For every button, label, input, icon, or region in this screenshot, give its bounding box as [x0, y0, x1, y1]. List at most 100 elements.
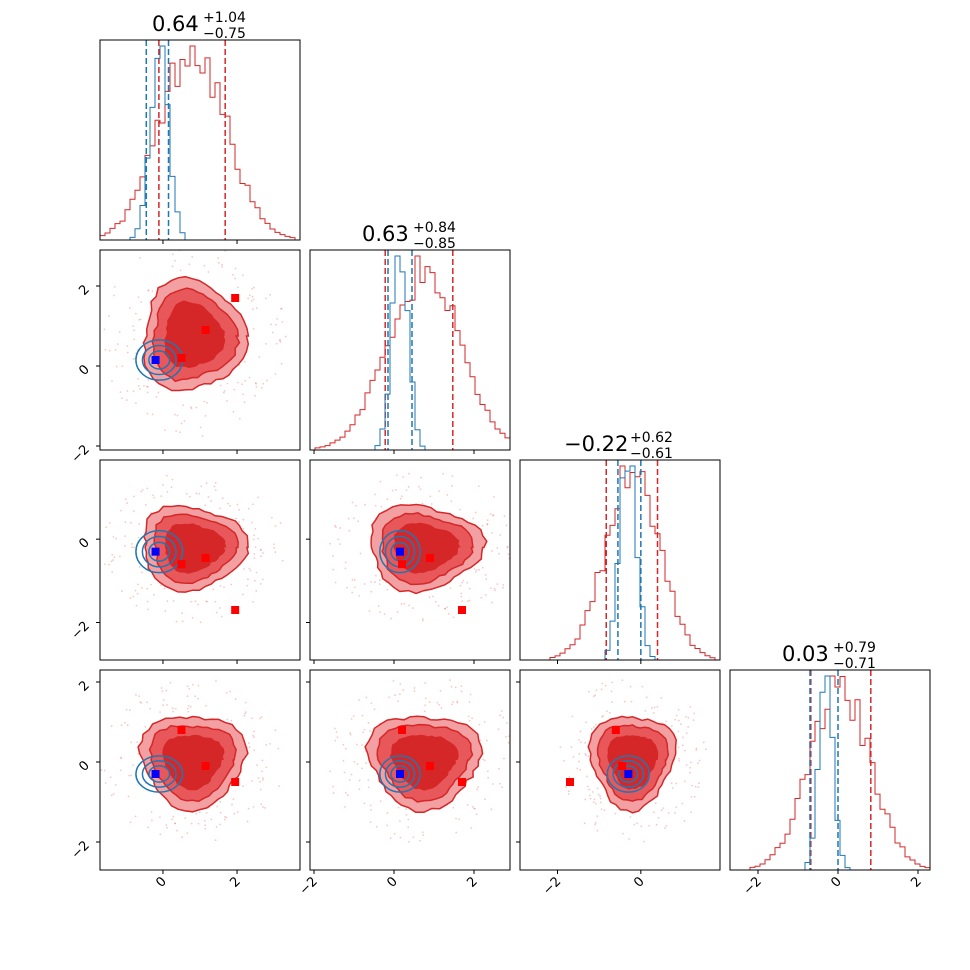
- sample-point: [223, 389, 226, 392]
- sample-point: [662, 807, 665, 810]
- sample-point: [160, 495, 163, 498]
- sample-point: [578, 738, 580, 741]
- sample-point: [461, 581, 464, 584]
- sample-point: [120, 397, 123, 400]
- sample-point: [216, 805, 219, 808]
- sample-point: [144, 503, 147, 506]
- sample-point: [337, 538, 340, 541]
- sample-point: [399, 497, 402, 500]
- sample-point: [207, 496, 210, 498]
- sample-point: [348, 778, 351, 781]
- x-tick-label: 0: [828, 874, 844, 890]
- sample-point: [205, 811, 208, 814]
- sample-point: [476, 788, 479, 791]
- sample-point: [397, 700, 400, 703]
- sample-point: [186, 685, 189, 688]
- title-plus-1: +1.04: [203, 10, 246, 26]
- sample-point: [389, 837, 392, 840]
- sample-point: [689, 706, 692, 708]
- sample-point: [242, 518, 245, 521]
- sample-point: [491, 514, 494, 517]
- sample-point: [424, 704, 426, 707]
- sample-point: [421, 618, 424, 620]
- sample-point: [439, 689, 442, 692]
- sample-point: [333, 727, 336, 730]
- sample-point: [165, 474, 168, 477]
- sample-point: [123, 545, 126, 547]
- sample-point: [244, 701, 247, 704]
- sample-point: [468, 599, 471, 602]
- sample-point: [248, 376, 251, 379]
- sample-point: [261, 770, 263, 773]
- sample-point: [460, 595, 463, 598]
- sample-point: [174, 707, 177, 710]
- sample-point: [284, 335, 287, 338]
- sample-point: [600, 688, 603, 691]
- sample-point: [259, 788, 262, 791]
- sample-point: [455, 831, 458, 834]
- sample-point: [143, 384, 145, 387]
- sample-point: [121, 590, 123, 593]
- sample-point: [126, 502, 129, 504]
- sample-point: [588, 794, 591, 797]
- sample-point: [483, 759, 486, 762]
- sample-point: [347, 794, 349, 796]
- sample-point: [579, 769, 582, 771]
- sample-point: [392, 680, 395, 682]
- sample-point: [473, 807, 476, 810]
- sample-point: [630, 700, 633, 703]
- sample-point: [133, 546, 136, 549]
- sample-point: [151, 413, 154, 416]
- sample-point: [111, 380, 113, 382]
- sample-point: [111, 571, 114, 573]
- sample-point: [137, 583, 139, 586]
- sample-point: [400, 603, 403, 605]
- sample-point: [219, 801, 222, 803]
- sample-point: [119, 391, 122, 394]
- sample-point: [195, 812, 198, 815]
- sample-point: [356, 763, 359, 765]
- diag-frame-1: [99, 39, 301, 241]
- sample-point: [423, 710, 426, 713]
- sample-point: [169, 681, 172, 684]
- sample-point: [487, 776, 490, 779]
- sample-point: [485, 739, 488, 742]
- sample-point: [134, 815, 137, 818]
- sample-point: [270, 323, 273, 326]
- sample-point: [596, 815, 599, 818]
- sample-point: [203, 264, 206, 267]
- sample-point: [129, 307, 131, 309]
- sample-point: [138, 256, 141, 259]
- sample-point: [490, 532, 493, 534]
- truth-marker-3: [231, 294, 240, 302]
- sample-point: [584, 752, 587, 755]
- sample-point: [655, 823, 658, 826]
- sample-point: [204, 504, 207, 507]
- sample-point: [583, 822, 586, 825]
- diag-frame-2: [309, 249, 511, 451]
- sample-point: [279, 341, 282, 343]
- sample-point: [677, 719, 680, 722]
- sample-point: [339, 543, 341, 545]
- sample-point: [146, 391, 149, 394]
- sample-point: [237, 286, 239, 289]
- diag-panel-1: [99, 39, 301, 241]
- sample-point: [130, 543, 133, 545]
- sample-point: [365, 762, 367, 764]
- sample-point: [693, 712, 696, 715]
- sample-point: [146, 587, 149, 590]
- sample-point: [119, 769, 122, 772]
- title-median-4: 0.03: [782, 642, 829, 666]
- sample-point: [405, 813, 408, 816]
- sample-point: [165, 689, 168, 692]
- truth-marker-3: [231, 778, 240, 786]
- sample-point: [141, 571, 143, 574]
- sample-point: [171, 707, 174, 710]
- sample-point: [489, 587, 492, 589]
- sample-point: [109, 776, 112, 779]
- sample-point: [689, 766, 692, 769]
- sample-point: [251, 521, 253, 524]
- point-marker-1: [396, 770, 404, 778]
- sample-point: [610, 690, 613, 693]
- sample-point: [253, 749, 256, 752]
